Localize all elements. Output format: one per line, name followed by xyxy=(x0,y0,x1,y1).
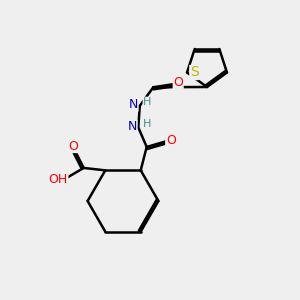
Text: O: O xyxy=(166,134,175,146)
Text: H: H xyxy=(143,97,152,107)
Text: S: S xyxy=(190,65,199,80)
Text: O: O xyxy=(173,76,183,89)
Text: N: N xyxy=(128,120,137,133)
Text: O: O xyxy=(68,140,78,152)
Text: H: H xyxy=(142,119,151,129)
Text: OH: OH xyxy=(49,173,68,186)
Text: N: N xyxy=(128,98,138,111)
